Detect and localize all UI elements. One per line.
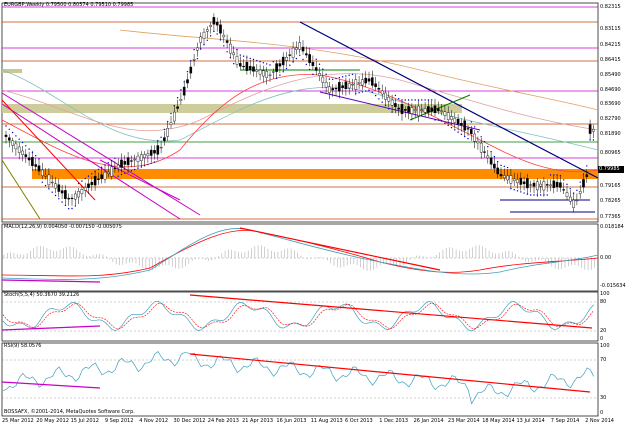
- time-tick: 30 Dec 2012: [173, 418, 206, 424]
- price-tick: 0.83690: [600, 101, 621, 107]
- time-tick: 18 May 2014: [482, 418, 515, 424]
- time-tick: 7 Sep 2014: [550, 418, 580, 424]
- time-tick: 20 May 2012: [36, 418, 69, 424]
- stoch-signal-line: [2, 302, 594, 330]
- last-price-marker: [598, 166, 624, 173]
- price-tick: 0.82790: [600, 116, 621, 122]
- chart-title: EURGBP,Weekly 0.79500 0.80574 0.79510 0.…: [4, 2, 133, 8]
- time-tick: 24 Feb 2013: [207, 418, 239, 424]
- time-tick: 21 Apr 2013: [242, 418, 274, 424]
- stoch-support-line: [1, 325, 101, 331]
- copyright-text: BOSSAFX, ©2001-2014, MetaQuotes Software…: [4, 409, 135, 415]
- macd-main-line: [1, 228, 599, 280]
- time-tick: 11 Aug 2013: [310, 418, 343, 424]
- stoch-trend-line: [189, 294, 593, 329]
- price-tick: 0.85490: [600, 72, 621, 78]
- macd-trend-line: [239, 227, 441, 271]
- price-tick: 0.80965: [600, 150, 621, 156]
- rsi-support-line: [1, 381, 101, 389]
- price-tick: 0.78265: [600, 198, 621, 204]
- resistance-zone: [2, 104, 462, 113]
- price-tick: 0.77365: [600, 214, 621, 220]
- moving-averages: [1, 29, 599, 173]
- time-tick: 13 Jul 2014: [516, 418, 545, 424]
- candlestick-series: [4, 13, 595, 212]
- macd-label: MACD(12,26,9) 0.004050 -0.007150 -0.0050…: [4, 224, 122, 230]
- symbol-timeframe: EURGBP,Weekly: [4, 2, 45, 8]
- parabolic-sar: [5, 30, 595, 210]
- stoch-tick-0: 0: [600, 336, 604, 342]
- price-tick: 0.84690: [600, 87, 621, 93]
- ohlc-values: 0.79500 0.80574 0.79510 0.79985: [45, 2, 134, 8]
- last-price-label: 0.79985: [599, 166, 620, 172]
- time-tick: 2 Nov 2014: [585, 418, 614, 424]
- support-zone: [32, 169, 598, 179]
- price-tick: 0.86415: [600, 57, 621, 63]
- macd-tick-zero: 0.00: [600, 255, 612, 261]
- rsi-trend-line: [189, 353, 591, 393]
- rsi-tick-0: 0: [600, 410, 604, 416]
- macd-support-line: [1, 279, 101, 283]
- support-zone-left: [2, 69, 22, 73]
- time-tick: 26 Jan 2014: [413, 418, 444, 424]
- time-tick: 25 Mar 2012: [2, 418, 34, 424]
- stoch-label: Stoch(5,5,4) 50.3670 39.2126: [4, 292, 80, 298]
- rsi-tick-30: 30: [600, 395, 607, 401]
- stoch-main-line: [2, 300, 594, 332]
- time-tick: 1 Dec 2013: [379, 418, 409, 424]
- stoch-tick-80: 80: [600, 299, 607, 305]
- rsi-tick-70: 70: [600, 357, 607, 363]
- price-tick: 0.79165: [600, 183, 621, 189]
- price-tick: 0.84215: [600, 42, 621, 48]
- rsi-line: [2, 351, 595, 405]
- time-tick: 15 Jul 2012: [70, 418, 99, 424]
- macd-histogram: [3, 245, 596, 271]
- stoch-panel[interactable]: [1, 291, 599, 342]
- price-tick: 0.82315: [600, 4, 621, 10]
- rsi-label: RSI(9) 58.0576: [4, 343, 42, 349]
- price-tick: 0.83115: [600, 26, 621, 32]
- time-tick: 23 Mar 2014: [447, 418, 480, 424]
- macd-tick-bottom: -0.015634: [600, 283, 626, 289]
- time-tick: 16 Jun 2013: [276, 418, 307, 424]
- time-tick: 6 Oct 2013: [345, 418, 373, 424]
- price-tick: 0.81890: [600, 131, 621, 137]
- macd-panel[interactable]: [1, 223, 599, 292]
- stoch-tick-20: 20: [600, 328, 607, 334]
- macd-tick-top: 0.018184: [600, 224, 624, 230]
- rsi-panel[interactable]: [1, 342, 599, 417]
- time-tick: 9 Sep 2012: [104, 418, 134, 424]
- rsi-tick-100: 100: [600, 343, 610, 349]
- stoch-tick-100: 100: [600, 291, 610, 297]
- time-tick: 4 Nov 2012: [139, 418, 169, 424]
